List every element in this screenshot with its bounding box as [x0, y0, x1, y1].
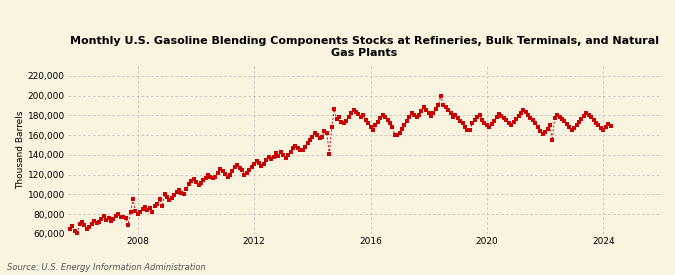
Title: Monthly U.S. Gasoline Blending Components Stocks at Refineries, Bulk Terminals, : Monthly U.S. Gasoline Blending Component… [70, 36, 659, 58]
Y-axis label: Thousand Barrels: Thousand Barrels [16, 111, 25, 189]
Text: Source: U.S. Energy Information Administration: Source: U.S. Energy Information Administ… [7, 263, 205, 272]
